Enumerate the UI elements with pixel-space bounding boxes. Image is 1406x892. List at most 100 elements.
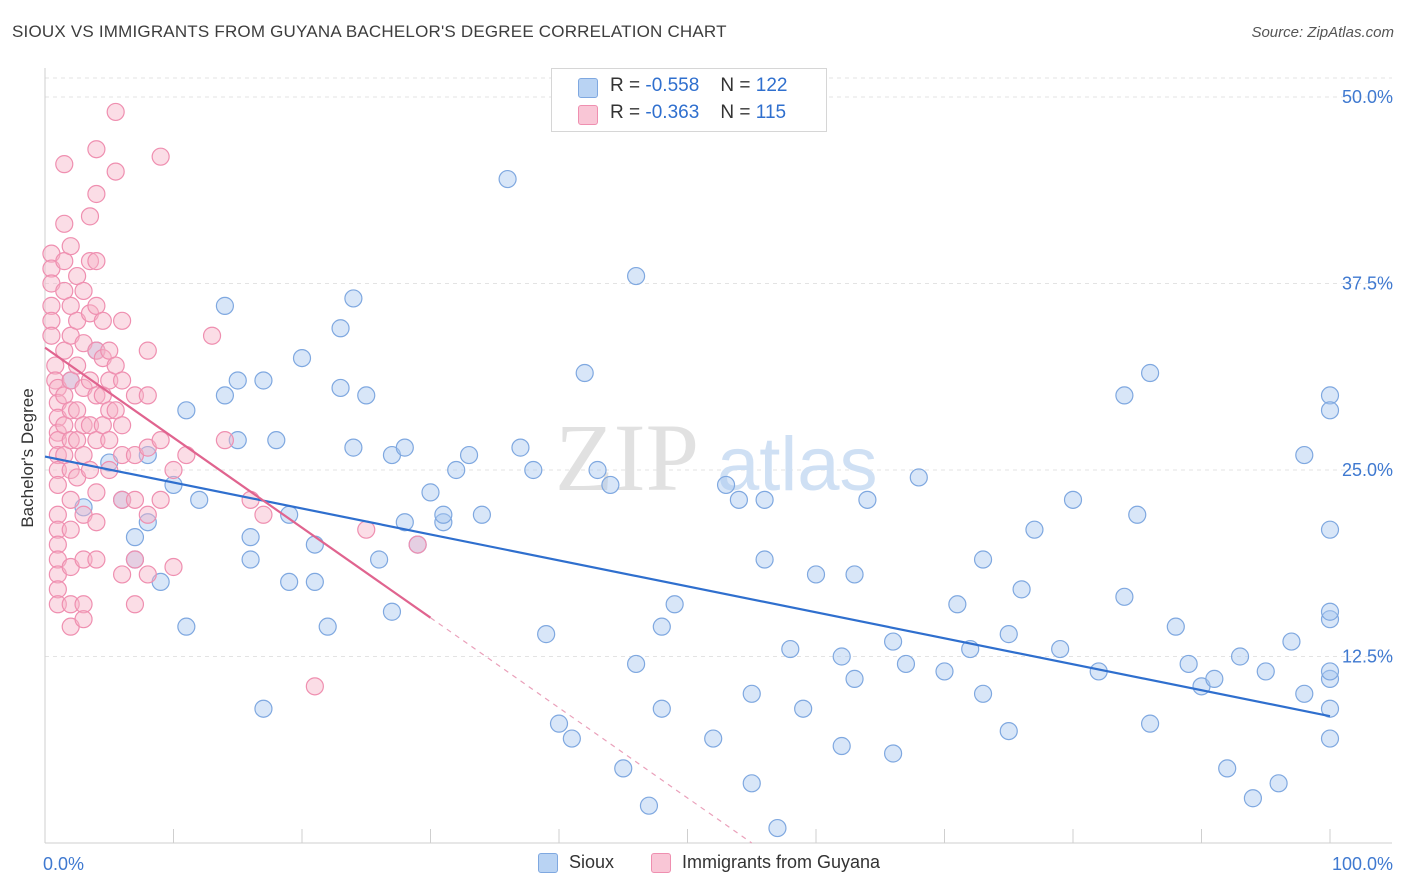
guyana-point-81 [100,431,119,450]
guyana-point-74 [93,311,112,330]
sioux-point-58 [639,796,659,815]
guyana-point-95 [125,490,145,509]
chart-title: SIOUX VS IMMIGRANTS FROM GUYANA BACHELOR… [12,22,727,41]
guyana-point-72 [87,513,106,532]
sioux-point-59 [652,617,671,636]
sioux-point-54 [601,475,620,495]
sioux-legend-swatch [538,853,558,873]
sioux-point-99 [1166,617,1185,636]
guyana-point-66 [87,252,106,271]
sioux-point-28 [318,617,337,636]
sioux-point-51 [562,729,581,748]
sioux-point-80 [896,654,916,674]
guyana-point-6 [46,356,65,375]
sioux-point-30 [331,319,350,338]
guyana-point-110 [215,431,234,450]
guyana-point-91 [112,490,132,509]
sioux-point-117 [1320,699,1340,718]
guyana-point-98 [138,341,157,360]
sioux-point-91 [1051,639,1070,659]
sioux-point-111 [1320,669,1340,688]
guyana-legend-label: Immigrants from Guyana [682,852,881,872]
sioux-point-19 [241,550,260,569]
sioux-point-73 [832,736,851,756]
sioux-trend-line [44,455,1331,718]
sioux-point-31 [344,438,363,457]
sioux-point-63 [716,475,736,495]
sioux-point-75 [845,565,864,584]
sioux-point-26 [305,535,324,554]
guyana-point-24 [55,214,74,233]
guyana-point-101 [138,505,157,524]
sioux-point-67 [755,550,774,569]
sioux-point-110 [1295,684,1314,703]
guyana-point-41 [61,595,80,614]
sioux-point-7 [138,513,157,532]
sioux-point-18 [241,528,260,547]
sioux-point-40 [421,483,440,502]
sioux-point-5 [125,528,145,547]
sioux-point-60 [652,699,671,718]
guyana-point-103 [151,147,170,166]
sioux-point-72 [806,565,826,584]
legend-r-value: -0.363 [645,102,700,123]
guyana-point-92 [112,565,132,584]
watermark-zip: ZIP [555,404,699,511]
legend-n-label: N = [720,75,751,96]
guyana-trend-line [44,346,432,619]
sioux-point-70 [781,639,800,659]
sioux-point-104 [1230,647,1250,666]
guyana-swatch [578,105,598,125]
sioux-swatch [578,78,598,98]
sioux-point-52 [575,363,594,383]
guyana-point-55 [74,550,93,569]
sioux-point-87 [999,721,1018,741]
sioux-point-27 [305,572,324,592]
legend-n-value: 115 [755,102,787,123]
sioux-point-119 [1320,520,1340,539]
sioux-point-109 [1295,445,1314,465]
sioux-point-48 [524,460,543,480]
sioux-point-115 [1320,401,1340,420]
sioux-point-62 [704,729,723,748]
guyana-point-107 [164,557,183,577]
sioux-point-77 [858,490,877,509]
sioux-point-41 [434,513,453,532]
guyana-point-93 [125,386,145,405]
guyana-point-56 [74,595,93,614]
guyana-point-65 [87,184,106,204]
sioux-point-102 [1205,669,1224,688]
sioux-point-71 [794,699,813,718]
guyana-point-17 [48,520,67,539]
sioux-point-57 [626,654,646,674]
sioux-point-86 [973,684,993,703]
sioux-point-64 [729,490,749,509]
guyana-trend-extension [430,617,753,844]
guyana-point-36 [61,431,80,450]
sioux-point-95 [1115,587,1134,606]
guyana-point-16 [48,505,67,524]
guyana-point-115 [408,535,427,554]
sioux-point-118 [1320,602,1340,621]
sioux-point-50 [549,714,569,733]
sioux-point-8 [138,445,157,465]
guyana-point-102 [138,565,157,584]
guyana-point-18 [48,535,67,554]
sioux-point-56 [626,266,646,286]
sioux-point-12 [177,617,196,636]
legend-n-value: 122 [755,75,788,96]
guyana-point-108 [177,445,196,465]
guyana-point-31 [61,237,80,256]
guyana-point-4 [42,311,61,330]
sioux-point-34 [370,550,389,569]
sioux-point-82 [935,662,954,681]
sioux-point-14 [215,386,234,405]
guyana-point-52 [74,416,93,435]
tick-labels: 12.5% 25.0% 37.5% 50.0% 0.0% 100.0% [43,87,1393,874]
guyana-point-68 [87,341,106,360]
trend-lines [44,346,1331,844]
sioux-point-36 [382,602,402,621]
sioux-point-25 [292,349,312,368]
sioux-point-17 [228,431,247,450]
